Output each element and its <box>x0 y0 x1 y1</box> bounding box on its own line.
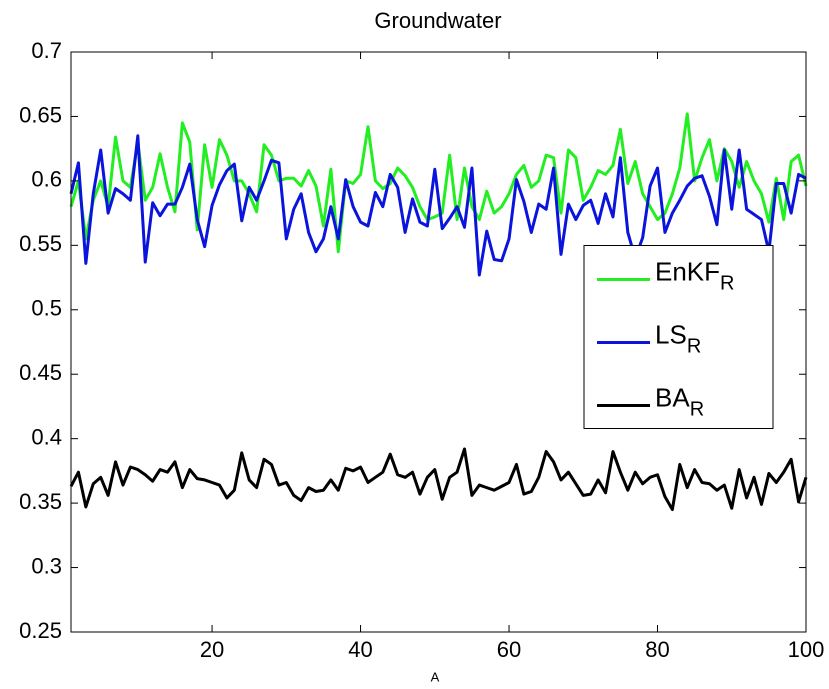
y-tick-label: 0.7 <box>31 38 62 63</box>
legend-subscript: R <box>720 273 734 295</box>
y-tick-label: 0.4 <box>31 424 62 449</box>
y-tick-label: 0.6 <box>31 167 62 192</box>
y-tick-label: 0.3 <box>31 553 62 578</box>
y-tick-label: 0.45 <box>19 360 62 385</box>
legend-name: BA <box>655 382 690 412</box>
x-axis-label: A <box>431 669 440 684</box>
legend-subscript: R <box>687 336 701 358</box>
y-tick-label: 0.55 <box>19 231 62 256</box>
legend-name: EnKF <box>655 256 720 286</box>
y-tick-label: 0.5 <box>31 296 62 321</box>
x-tick-label: 40 <box>348 637 372 662</box>
series-line <box>69 134 807 277</box>
axes-frame <box>70 51 807 633</box>
y-tick-label: 0.65 <box>19 102 62 127</box>
plot-area <box>69 112 808 512</box>
legend-name: LS <box>655 319 687 349</box>
legend-box <box>583 245 774 429</box>
x-tick-label: 100 <box>788 637 825 662</box>
series-line <box>69 447 808 512</box>
legend-label: EnKFR <box>655 256 734 294</box>
y-tick-label: 0.25 <box>19 618 62 643</box>
x-tick-label: 60 <box>497 637 521 662</box>
legend-label: LSR <box>655 319 701 357</box>
y-tick-label: 0.35 <box>19 489 62 514</box>
chart-title: Groundwater <box>374 8 501 33</box>
x-tick-label: 80 <box>645 637 669 662</box>
x-tick-label: 20 <box>200 637 224 662</box>
legend-subscript: R <box>690 399 704 421</box>
legend-label: BAR <box>655 382 704 420</box>
